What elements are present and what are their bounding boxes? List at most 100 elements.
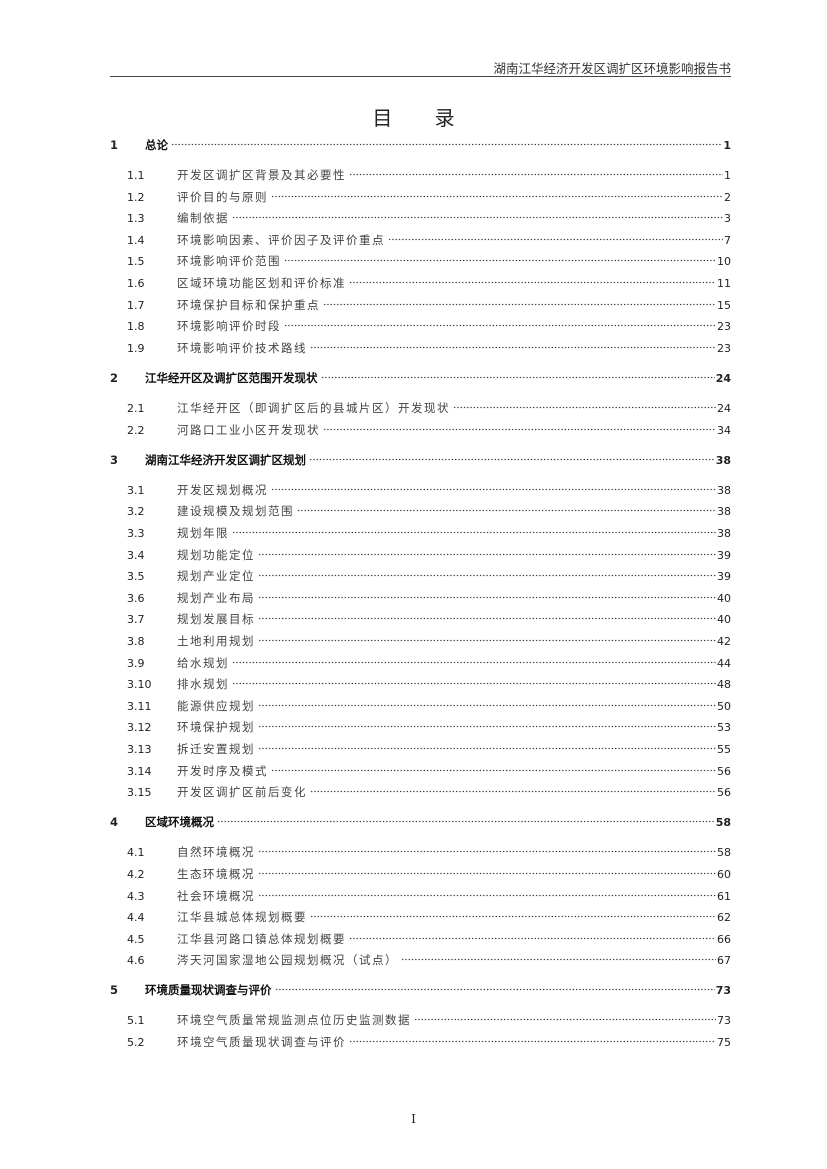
entry-number: 3.11	[127, 699, 152, 713]
entry-page: 56	[717, 786, 731, 800]
dot-leader	[274, 988, 715, 992]
entry-page: 1	[723, 139, 731, 152]
dot-leader	[320, 375, 715, 379]
toc-section-entry[interactable]: 1.7 环境保护目标和保护重点 15	[110, 295, 731, 317]
toc-chapter-entry[interactable]: 4 区域环境概况 58	[110, 812, 731, 834]
entry-number: 2	[110, 370, 119, 385]
entry-title: 环境保护目标和保护重点	[177, 297, 320, 312]
entry-title: 湖南江华经济开发区调扩区规划	[145, 452, 306, 467]
entry-title: 规划功能定位	[177, 547, 255, 562]
entry-title: 建设规模及规划范围	[177, 504, 294, 519]
entry-title: 江华经开区（即调扩区后的县城片区）开发现状	[177, 401, 450, 416]
entry-page: 58	[717, 846, 731, 860]
toc-section-entry[interactable]: 4.4 江华县城总体规划概要 62	[110, 907, 731, 929]
toc-section-entry[interactable]: 3.6 规划产业布局 40	[110, 588, 731, 610]
dot-leader	[171, 143, 723, 146]
entry-number: 3.6	[127, 591, 145, 605]
toc-section-entry[interactable]: 2.2 河路口工业小区开发现状 34	[110, 420, 731, 442]
entry-number: 2.1	[127, 402, 145, 416]
dot-leader	[297, 509, 716, 513]
entry-number: 1	[110, 138, 119, 152]
dot-leader	[349, 281, 716, 285]
table-of-contents: 1 总论 1 1.1 开发区调扩区背景及其必要性 1 1.2 评价目的与原则 2 1.3 编制依据 3…	[110, 135, 731, 1054]
toc-section-entry[interactable]: 3.13 拆迁安置规划 55	[110, 739, 731, 761]
toc-section-entry[interactable]: 3.5 规划产业定位 39	[110, 566, 731, 588]
entry-title: 规划年限	[177, 526, 229, 540]
entry-page: 7	[724, 233, 731, 247]
toc-section-entry[interactable]: 1.8 环境影响评价时段 23	[110, 316, 731, 338]
toc-section-entry[interactable]: 5.2 环境空气质量现状调查与评价 75	[110, 1032, 731, 1054]
entry-title: 给水规划	[177, 655, 229, 670]
dot-leader	[349, 936, 716, 940]
toc-section-entry[interactable]: 3.2 建设规模及规划范围 38	[110, 501, 731, 523]
entry-title: 环境影响评价技术路线	[177, 340, 307, 355]
entry-number: 3.12	[127, 721, 152, 735]
entry-title: 江华经开区及调扩区范围开发现状	[145, 370, 318, 385]
entry-title: 排水规划	[177, 677, 229, 692]
dot-leader	[284, 259, 716, 263]
entry-title: 开发区调扩区前后变化	[177, 785, 307, 800]
toc-section-entry[interactable]: 3.11 能源供应规划 50	[110, 696, 731, 718]
entry-page: 23	[717, 341, 731, 355]
entry-title: 环境空气质量常规监测点位历史监测数据	[177, 1013, 411, 1028]
dot-leader	[232, 531, 716, 534]
dot-leader	[258, 638, 716, 642]
toc-section-entry[interactable]: 1.2 评价目的与原则 2	[110, 187, 731, 209]
toc-section-entry[interactable]: 3.1 开发区规划概况 38	[110, 480, 731, 502]
entry-title: 生态环境概况	[177, 866, 255, 881]
toc-chapter-entry[interactable]: 1 总论 1	[110, 135, 731, 157]
entry-page: 42	[717, 634, 731, 648]
toc-section-entry[interactable]: 3.8 土地利用规划 42	[110, 631, 731, 653]
entry-number: 3.2	[127, 505, 145, 519]
toc-section-entry[interactable]: 3.12 环境保护规划 53	[110, 717, 731, 739]
toc-chapter-entry[interactable]: 3 湖南江华经济开发区调扩区规划 38	[110, 450, 731, 472]
toc-section-entry[interactable]: 3.7 规划发展目标 40	[110, 609, 731, 631]
entry-number: 1.9	[127, 341, 145, 355]
entry-page: 23	[717, 320, 731, 334]
entry-title: 规划产业布局	[177, 590, 255, 605]
toc-section-entry[interactable]: 1.3 编制依据 3	[110, 208, 731, 230]
entry-page: 56	[717, 764, 731, 778]
entry-title: 开发区规划概况	[177, 482, 268, 497]
entry-number: 5	[110, 983, 119, 998]
toc-chapter-entry[interactable]: 5 环境质量现状调查与评价 73	[110, 980, 731, 1002]
entry-title: 总论	[145, 138, 168, 152]
entry-page: 62	[717, 911, 731, 925]
dot-leader	[258, 746, 716, 750]
entry-page: 75	[717, 1036, 731, 1050]
toc-section-entry[interactable]: 2.1 江华经开区（即调扩区后的县城片区）开发现状 24	[110, 398, 731, 420]
entry-number: 1.8	[127, 320, 145, 334]
entry-number: 3.1	[127, 483, 145, 497]
toc-section-entry[interactable]: 3.10 排水规划 48	[110, 674, 731, 696]
dot-leader	[323, 427, 716, 431]
page-number: I	[411, 1112, 416, 1126]
toc-section-entry[interactable]: 3.14 开发时序及模式 56	[110, 761, 731, 783]
toc-section-entry[interactable]: 3.4 规划功能定位 39	[110, 545, 731, 567]
entry-title: 涔天河国家湿地公园规划概况（试点）	[177, 953, 398, 968]
entry-title: 开发时序及模式	[177, 763, 268, 778]
toc-section-entry[interactable]: 4.3 社会环境概况 61	[110, 886, 731, 908]
toc-section-entry[interactable]: 4.2 生态环境概况 60	[110, 864, 731, 886]
entry-page: 66	[717, 932, 731, 946]
toc-section-entry[interactable]: 4.1 自然环境概况 58	[110, 842, 731, 864]
toc-section-entry[interactable]: 4.5 江华县河路口镇总体规划概要 66	[110, 929, 731, 951]
toc-section-entry[interactable]: 1.9 环境影响评价技术路线 23	[110, 338, 731, 360]
toc-section-entry[interactable]: 3.9 给水规划 44	[110, 653, 731, 675]
toc-section-entry[interactable]: 1.5 环境影响评价范围 10	[110, 251, 731, 273]
toc-section-entry[interactable]: 5.1 环境空气质量常规监测点位历史监测数据 73	[110, 1010, 731, 1032]
dot-leader	[310, 345, 716, 349]
entry-page: 73	[717, 1014, 731, 1028]
toc-section-entry[interactable]: 3.3 规划年限 38	[110, 523, 731, 545]
entry-number: 3.4	[127, 548, 145, 562]
entry-title: 环境质量现状调查与评价	[145, 983, 272, 998]
dot-leader	[414, 1018, 716, 1022]
toc-section-entry[interactable]: 4.6 涔天河国家湿地公园规划概况（试点） 67	[110, 950, 731, 972]
entry-number: 1.6	[127, 277, 145, 291]
toc-section-entry[interactable]: 1.4 环境影响因素、评价因子及评价重点 7	[110, 230, 731, 252]
toc-section-entry[interactable]: 1.1 开发区调扩区背景及其必要性 1	[110, 165, 731, 187]
toc-section-entry[interactable]: 1.6 区域环境功能区划和评价标准 11	[110, 273, 731, 295]
toc-section-entry[interactable]: 3.15 开发区调扩区前后变化 56	[110, 782, 731, 804]
toc-chapter-entry[interactable]: 2 江华经开区及调扩区范围开发现状 24	[110, 368, 731, 390]
entry-title: 环境影响评价范围	[177, 254, 281, 269]
entry-page: 34	[717, 423, 731, 437]
